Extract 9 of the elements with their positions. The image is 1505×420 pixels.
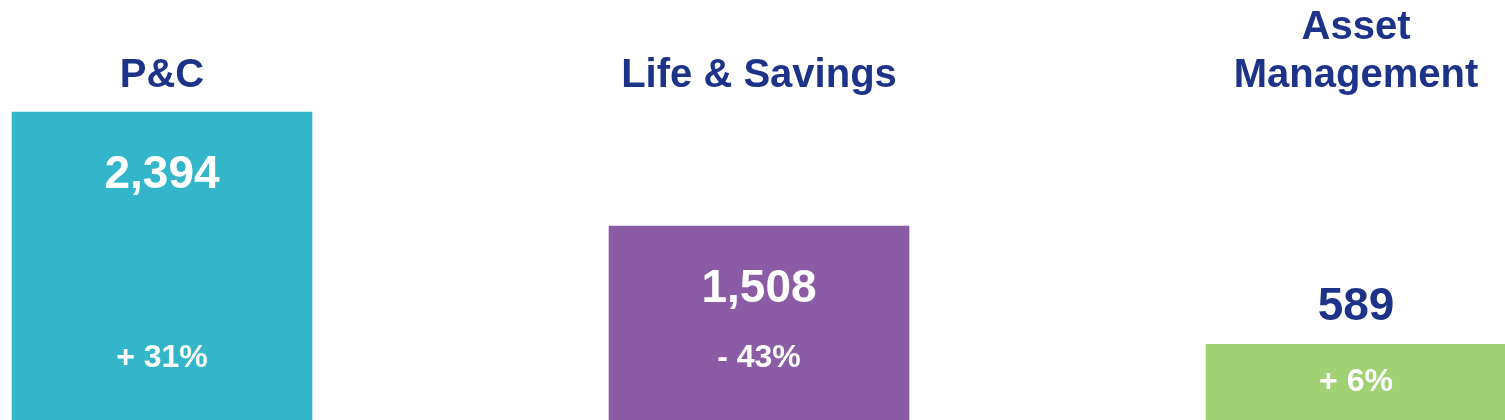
x-tick-label: Asset Management [1233,3,1479,96]
annotation: - 43% [717,337,801,374]
annotation: + 31% [116,337,208,374]
x-tick-label: Life & Savings [621,51,897,96]
data-label: 1,508 [701,259,817,312]
x-tick-label: P&C [119,51,205,96]
annotation: + 6% [1319,361,1393,398]
data-label: 2,394 [104,145,220,198]
data-label: 589 [1317,277,1395,330]
